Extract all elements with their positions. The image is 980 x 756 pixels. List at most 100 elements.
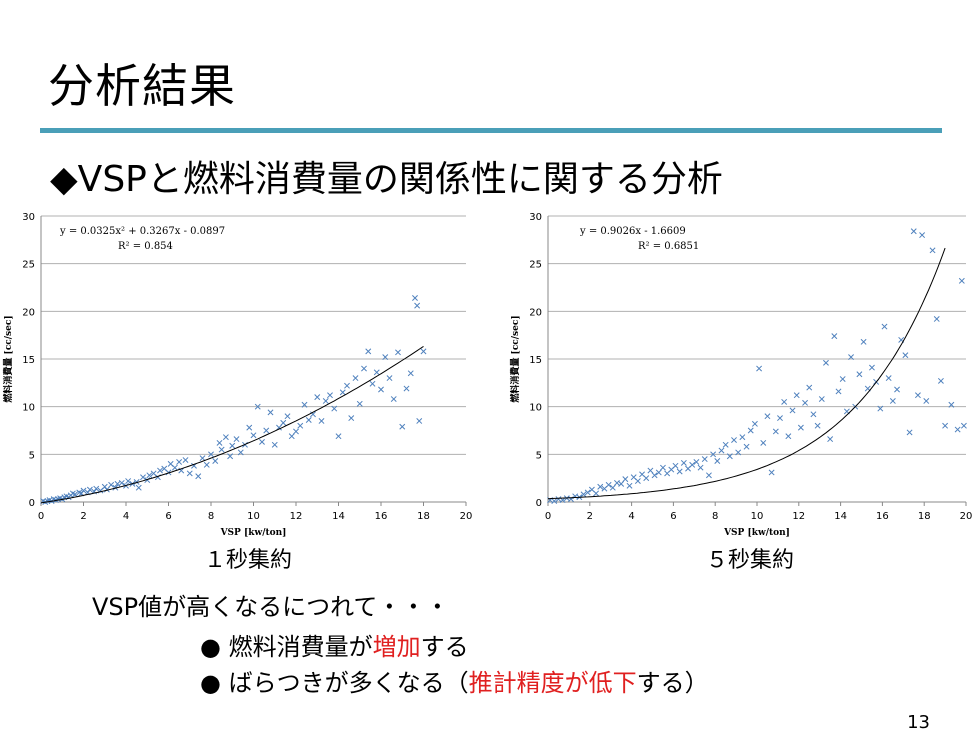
- data-point: [760, 439, 767, 446]
- data-point: [416, 418, 423, 424]
- data-point: [960, 422, 967, 429]
- x-tick-label: 8: [712, 511, 718, 522]
- data-point: [948, 401, 955, 408]
- x-tick-label: 10: [751, 511, 764, 522]
- data-point: [894, 386, 900, 393]
- x-tick-label: 0: [38, 511, 44, 522]
- data-point: [856, 371, 863, 378]
- data-point: [710, 451, 717, 458]
- bullet-fuel-increase: ● 燃料消費量が増加する: [200, 632, 469, 662]
- data-point: [923, 397, 930, 404]
- data-point: [369, 380, 376, 387]
- y-tick-label: 0: [29, 498, 35, 509]
- data-point: [288, 433, 295, 440]
- data-point: [827, 436, 834, 443]
- data-point: [643, 475, 650, 482]
- data-point: [814, 422, 821, 429]
- data-point: [885, 375, 892, 382]
- data-point: [735, 449, 742, 456]
- data-point: [297, 422, 304, 429]
- data-point: [171, 464, 178, 471]
- data-point: [772, 428, 779, 435]
- x-tick-label: 14: [834, 511, 847, 522]
- bullet1-suffix: する: [420, 633, 469, 661]
- data-point: [789, 407, 796, 414]
- data-point: [802, 399, 809, 406]
- data-point: [597, 483, 604, 490]
- data-point: [848, 354, 855, 361]
- data-point: [881, 323, 888, 330]
- data-point: [810, 411, 817, 418]
- x-tick-label: 20: [460, 511, 473, 522]
- y-tick-label: 15: [529, 355, 542, 366]
- data-point: [835, 388, 842, 395]
- data-point: [781, 398, 788, 405]
- x-tick-label: 2: [80, 511, 86, 522]
- data-point: [271, 441, 278, 448]
- data-point: [751, 420, 758, 427]
- x-tick-label: 6: [670, 511, 676, 522]
- data-point: [305, 417, 312, 423]
- scatter-plot-svg: 0 5 10 15 20 25 30 0 2 4 6 8 10 12 14 16 18 20 VSP [kw/ton…: [2, 212, 473, 538]
- data-point: [144, 477, 151, 484]
- data-point: [267, 409, 274, 416]
- data-point: [714, 458, 721, 464]
- data-point: [331, 405, 338, 412]
- data-point: [743, 443, 750, 450]
- x-axis-label: VSP [kw/ton]: [723, 528, 790, 538]
- data-point: [218, 446, 225, 453]
- bullet2-suffix: する）: [636, 669, 709, 697]
- data-point: [785, 433, 792, 440]
- data-point: [157, 467, 163, 474]
- bullet1-highlight: 増加: [372, 633, 421, 661]
- data-point: [199, 455, 206, 462]
- data-point: [697, 464, 704, 471]
- data-point: [140, 474, 146, 481]
- data-point: [382, 354, 389, 361]
- y-tick-label: 30: [22, 212, 35, 223]
- data-point: [348, 415, 355, 422]
- data-point: [919, 232, 926, 239]
- data-point: [203, 461, 210, 468]
- data-point: [659, 464, 666, 471]
- data-point: [103, 486, 110, 493]
- data-point: [605, 481, 612, 488]
- data-point: [259, 438, 265, 445]
- data-point: [80, 487, 87, 494]
- data-point: [237, 449, 244, 456]
- data-point: [178, 467, 185, 474]
- y-tick-label: 25: [529, 260, 542, 271]
- data-point: [414, 302, 421, 309]
- data-point: [680, 459, 687, 466]
- data-point: [609, 484, 616, 491]
- x-tick-label: 4: [628, 511, 634, 522]
- data-point: [722, 441, 729, 448]
- data-point: [818, 396, 825, 402]
- data-point: [386, 375, 393, 382]
- data-point: [352, 375, 359, 382]
- data-point: [954, 426, 961, 433]
- data-point: [233, 436, 240, 443]
- x-tick-label: 0: [545, 511, 551, 522]
- data-point: [718, 447, 725, 454]
- y-tick-label: 5: [536, 450, 542, 461]
- observation-intro: VSP値が高くなるにつれて・・・: [92, 593, 450, 621]
- x-tick-label: 18: [918, 511, 931, 522]
- trendline: [40, 345, 424, 504]
- data-point: [860, 338, 867, 345]
- bullet1-text: ● 燃料消費量が: [200, 633, 373, 661]
- data-point: [551, 498, 558, 505]
- x-tick-label: 12: [792, 511, 805, 522]
- right-chart-caption: ５秒集約: [706, 548, 795, 573]
- data-point: [906, 429, 913, 436]
- data-point: [365, 348, 372, 355]
- data-point: [580, 491, 587, 498]
- data-point: [276, 424, 282, 431]
- data-point: [764, 413, 771, 420]
- data-point: [777, 415, 783, 422]
- data-point: [344, 382, 350, 389]
- data-point: [118, 479, 125, 486]
- data-point: [739, 434, 746, 441]
- data-point: [806, 384, 813, 391]
- trendline-equation: y = 0.9026x - 1.6609: [579, 226, 686, 237]
